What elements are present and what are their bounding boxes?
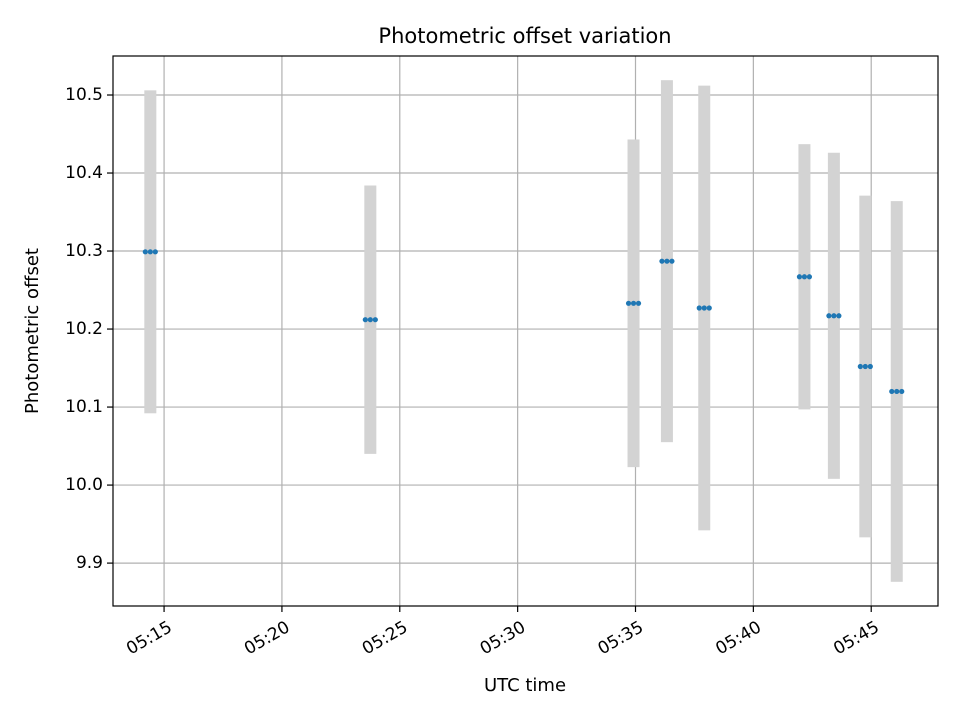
y-tick-label: 10.5	[65, 85, 103, 105]
data-point	[889, 388, 895, 395]
data-point	[831, 313, 837, 319]
y-tick-label: 10.2	[65, 319, 103, 339]
data-point	[867, 363, 873, 370]
data-point	[659, 258, 665, 264]
data-point	[152, 249, 158, 255]
data-point	[367, 317, 373, 323]
x-axis-label: UTC time	[484, 675, 566, 696]
y-tick-label: 10.4	[65, 163, 103, 183]
data-point	[625, 300, 632, 306]
data-point	[372, 317, 378, 323]
y-tick-label: 10.0	[65, 475, 103, 495]
data-point	[696, 305, 702, 311]
y-tick-label: 10.3	[65, 241, 103, 261]
chart-title: Photometric offset variation	[378, 24, 671, 48]
data-point	[796, 274, 803, 280]
data-point	[806, 274, 813, 280]
data-point	[669, 258, 675, 264]
data-point	[147, 249, 153, 255]
data-point	[664, 258, 670, 264]
data-point	[899, 388, 905, 395]
y-axis-label: Photometric offset	[22, 248, 43, 414]
data-point	[836, 313, 842, 319]
data-point	[706, 305, 712, 311]
data-point	[801, 274, 808, 280]
data-point	[142, 249, 148, 255]
data-point	[362, 317, 368, 323]
data-series	[142, 80, 905, 582]
data-point	[635, 300, 642, 306]
data-point	[862, 363, 868, 370]
data-point	[701, 305, 707, 311]
data-point	[857, 363, 863, 370]
data-point	[894, 388, 900, 395]
data-point	[630, 300, 637, 306]
y-tick-label: 9.9	[76, 553, 103, 573]
y-tick-label: 10.1	[65, 397, 103, 417]
data-point	[826, 313, 832, 319]
plot-frame	[112, 55, 939, 607]
